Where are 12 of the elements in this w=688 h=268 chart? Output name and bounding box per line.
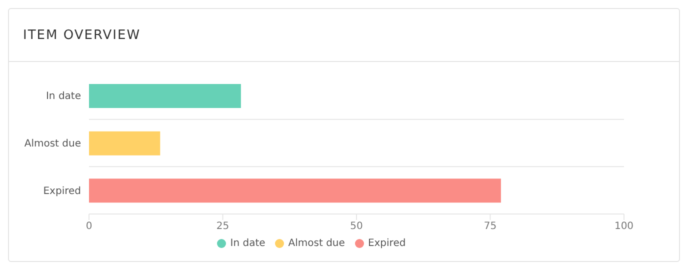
- x-tick-label: 25: [216, 221, 230, 232]
- x-tick-label: 50: [350, 221, 363, 232]
- y-tick-label: In date: [46, 91, 81, 102]
- legend-label: Expired: [368, 238, 406, 249]
- legend-label: In date: [230, 238, 266, 249]
- y-tick-label: Almost due: [24, 138, 81, 150]
- y-tick-label: Expired: [43, 186, 81, 197]
- x-tick-label: 0: [86, 221, 92, 232]
- legend-label: Almost due: [288, 238, 345, 249]
- x-tick-label: 75: [484, 221, 497, 232]
- chart-title: ITEM OVERVIEW: [9, 9, 679, 62]
- x-tick-label: 100: [614, 221, 634, 232]
